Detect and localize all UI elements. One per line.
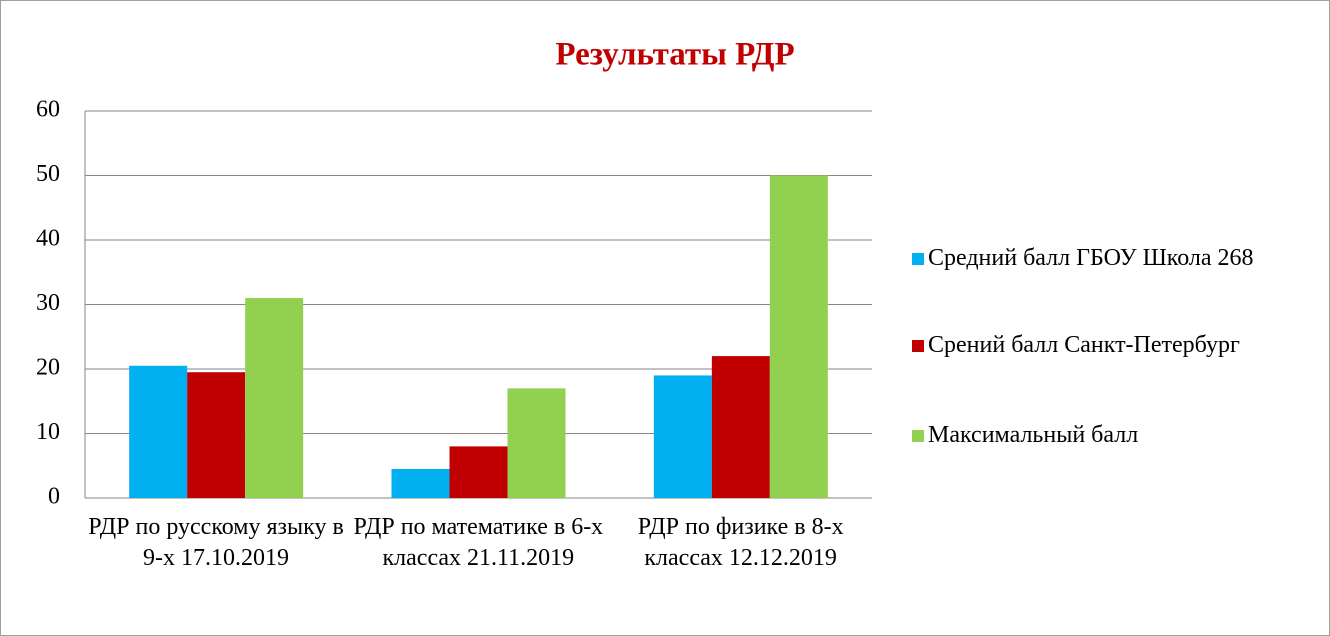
y-tick-label: 60 xyxy=(36,97,60,123)
legend-item: Срений балл Санкт-Петербург xyxy=(912,330,1312,361)
legend-swatch xyxy=(912,340,924,352)
bar xyxy=(507,388,566,498)
bar xyxy=(449,446,508,498)
chart-title: Результаты РДР xyxy=(555,37,794,73)
bar xyxy=(187,372,246,498)
y-tick-label: 20 xyxy=(36,355,60,381)
x-tick-label: РДР по физике в 8-х классах 12.12.2019 xyxy=(637,514,844,571)
bar xyxy=(245,298,304,498)
x-tick-label: РДР по русскому языку в 9-х 17.10.2019 xyxy=(88,514,344,571)
legend-label: Максимальный балл xyxy=(928,422,1139,448)
bar xyxy=(769,175,828,498)
legend-label: Срений балл Санкт-Петербург xyxy=(928,332,1240,358)
y-tick-label: 40 xyxy=(36,226,60,252)
legend-swatch xyxy=(912,430,924,442)
legend-item: Средний балл ГБОУ Школа 268 xyxy=(912,243,1312,274)
y-tick-label: 0 xyxy=(48,484,60,510)
y-tick-label: 30 xyxy=(36,290,60,316)
x-tick-label: РДР по математике в 6-х классах 21.11.20… xyxy=(353,514,604,571)
y-tick-label: 10 xyxy=(36,419,60,445)
legend-swatch xyxy=(912,253,924,265)
y-tick-label: 50 xyxy=(36,161,60,187)
bar xyxy=(391,468,450,498)
legend-label: Средний балл ГБОУ Школа 268 xyxy=(928,245,1254,271)
bar xyxy=(129,365,188,498)
bar xyxy=(711,356,770,498)
legend-item: Максимальный балл xyxy=(912,420,1312,451)
bar xyxy=(653,375,712,498)
